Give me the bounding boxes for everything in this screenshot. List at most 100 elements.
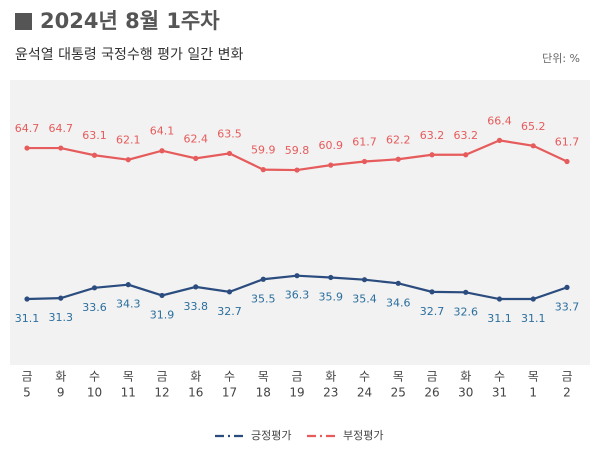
x-tick-weekday: 금 <box>291 370 302 384</box>
x-tick-weekday: 목 <box>393 370 404 384</box>
x-tick-label: 30 <box>458 386 473 400</box>
point <box>294 167 300 173</box>
data-label: 31.1 <box>487 312 512 325</box>
point <box>226 289 233 295</box>
data-label: 35.5 <box>251 292 276 305</box>
data-label: 64.7 <box>15 122 40 135</box>
data-label: 63.5 <box>217 127 242 140</box>
data-label: 33.8 <box>184 300 209 313</box>
x-tick-label: 5 <box>23 386 31 400</box>
x-tick-weekday: 수 <box>89 370 100 384</box>
x-tick-label: 9 <box>57 386 65 400</box>
point <box>159 292 165 299</box>
x-tick-weekday: 금 <box>156 370 167 384</box>
point <box>125 282 131 288</box>
point <box>193 155 199 161</box>
chart-title: 2024년 8월 1주차 <box>40 9 220 33</box>
x-tick-weekday: 화 <box>325 370 336 384</box>
point <box>564 158 570 165</box>
x-tick-label: 2 <box>563 386 571 400</box>
point <box>58 145 64 151</box>
point <box>24 296 30 302</box>
x-tick-weekday: 수 <box>224 370 235 384</box>
data-label: 62.4 <box>184 132 209 145</box>
data-label: 59.8 <box>285 144 310 157</box>
data-label: 61.7 <box>555 136 580 149</box>
x-tick-label: 31 <box>492 386 507 400</box>
point <box>463 152 469 158</box>
data-label: 35.4 <box>352 293 377 306</box>
legend-label: 긍정평가 <box>251 429 291 442</box>
point <box>226 150 233 157</box>
data-label: 36.3 <box>285 289 310 302</box>
x-tick-label: 26 <box>424 386 439 400</box>
x-tick-weekday: 수 <box>494 370 505 384</box>
point <box>496 137 503 143</box>
chart-subtitle: 윤석열 대통령 국정수행 평가 일간 변화 <box>15 47 243 63</box>
x-tick-weekday: 목 <box>123 370 134 384</box>
x-tick-weekday: 목 <box>258 370 269 384</box>
data-label: 31.9 <box>150 308 175 321</box>
x-tick-weekday: 화 <box>190 370 201 384</box>
data-label: 34.6 <box>386 296 411 309</box>
point <box>159 148 165 154</box>
data-label: 66.4 <box>487 114 512 127</box>
data-label: 64.7 <box>49 122 74 135</box>
x-tick-label: 17 <box>222 386 237 400</box>
data-label: 62.1 <box>116 134 141 147</box>
data-label: 63.2 <box>454 129 479 142</box>
data-label: 65.2 <box>521 120 546 133</box>
data-label: 31.1 <box>15 312 40 325</box>
x-tick-label: 16 <box>188 386 203 400</box>
data-label: 61.7 <box>352 136 377 149</box>
x-tick-label: 25 <box>391 386 406 400</box>
data-label: 32.7 <box>420 305 445 318</box>
point <box>328 274 334 281</box>
data-label: 63.1 <box>82 129 107 142</box>
data-label: 32.6 <box>454 305 479 318</box>
x-tick-weekday: 금 <box>426 370 437 384</box>
title-marker <box>15 13 32 30</box>
point <box>496 296 503 302</box>
point <box>429 289 435 295</box>
data-label: 59.9 <box>251 144 276 157</box>
point <box>530 296 536 302</box>
data-label: 33.7 <box>555 300 580 313</box>
data-label: 64.1 <box>150 125 175 138</box>
point <box>395 156 401 162</box>
point <box>294 273 300 279</box>
data-label: 63.2 <box>420 129 445 142</box>
point <box>463 289 469 295</box>
point <box>530 143 536 149</box>
point <box>361 158 368 165</box>
x-tick-label: 11 <box>121 386 136 400</box>
point <box>24 145 30 151</box>
data-label: 60.9 <box>319 139 344 152</box>
x-tick-label: 23 <box>323 386 338 400</box>
point <box>91 152 98 158</box>
point <box>328 162 334 168</box>
x-tick-weekday: 금 <box>21 370 32 384</box>
point <box>260 276 266 282</box>
point <box>193 284 199 290</box>
x-tick-label: 18 <box>256 386 271 400</box>
data-label: 31.1 <box>521 312 546 325</box>
x-tick-label: 24 <box>357 386 372 400</box>
x-tick-weekday: 목 <box>528 370 539 384</box>
point <box>564 284 570 290</box>
unit-label: 단위: % <box>542 52 580 65</box>
data-label: 34.3 <box>116 298 141 311</box>
data-label: 33.6 <box>82 301 107 314</box>
x-tick-label: 19 <box>289 386 304 400</box>
x-tick-weekday: 화 <box>55 370 66 384</box>
legend-label: 부정평가 <box>343 429 383 442</box>
x-tick-weekday: 수 <box>359 370 370 384</box>
point <box>260 167 266 173</box>
data-label: 62.2 <box>386 133 411 146</box>
x-tick-label: 1 <box>529 386 537 400</box>
point <box>429 152 435 158</box>
x-tick-weekday: 화 <box>460 370 471 384</box>
point <box>58 295 64 301</box>
point <box>361 277 368 283</box>
